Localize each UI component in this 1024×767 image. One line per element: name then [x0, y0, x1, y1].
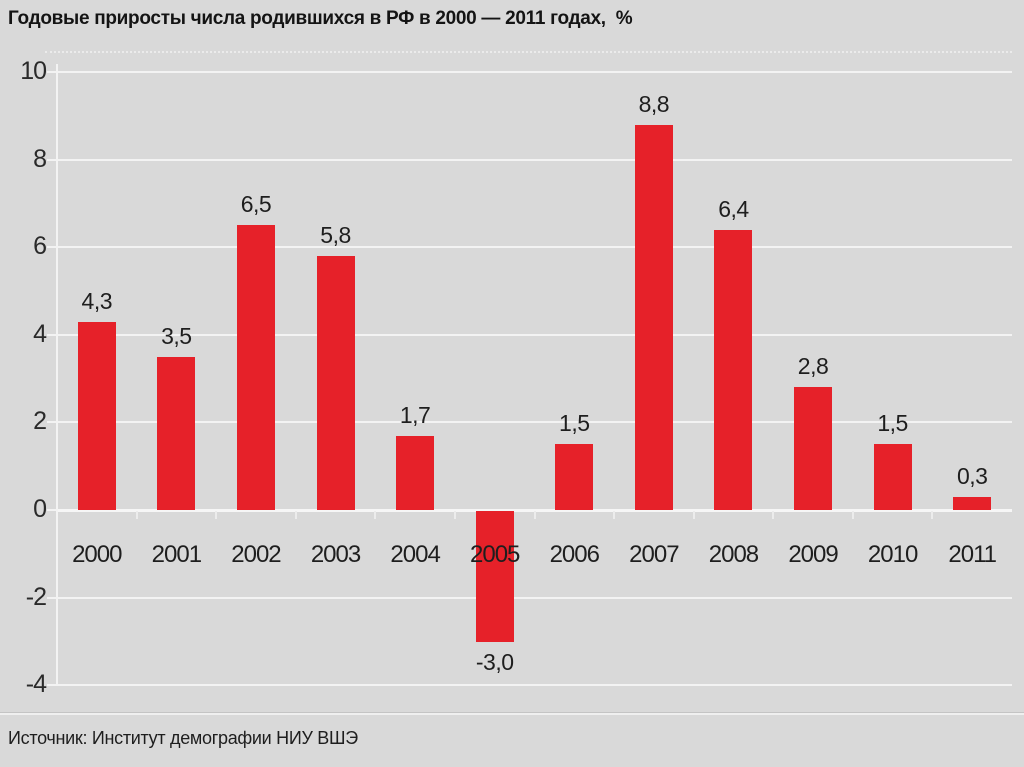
- x-axis-label-2009: 2009: [788, 541, 838, 568]
- y-axis-tick: [47, 333, 57, 336]
- y-axis-label: 6: [33, 232, 47, 261]
- value-label-2005: -3,0: [475, 649, 514, 676]
- y-axis-tick: [47, 509, 57, 511]
- x-axis-label-2001: 2001: [151, 541, 202, 568]
- y-axis-tick: [47, 421, 57, 424]
- gridline: [57, 421, 1012, 424]
- value-label-2011: 0,3: [956, 462, 988, 489]
- x-axis-tick: [374, 511, 377, 519]
- x-axis-tick: [533, 511, 536, 519]
- value-label-2008: 6,4: [718, 195, 749, 222]
- value-label-2009: 2,8: [797, 353, 829, 380]
- x-axis-tick: [453, 511, 456, 519]
- x-axis-tick: [135, 511, 138, 519]
- y-axis-tick: [47, 158, 57, 161]
- bar-2008: [714, 229, 753, 510]
- x-axis-tick: [294, 511, 297, 519]
- x-axis-label-2011: 2011: [948, 541, 997, 568]
- gridline: [57, 684, 1012, 687]
- bar-2009: [794, 387, 833, 510]
- value-label-2010: 1,5: [877, 410, 908, 437]
- y-axis-label: 2: [33, 407, 47, 436]
- y-axis-tick: [47, 596, 57, 599]
- value-label-2007: 8,8: [638, 90, 670, 117]
- bar-2002: [236, 225, 275, 510]
- x-axis-label-2010: 2010: [867, 541, 918, 568]
- chart-title: Годовые приросты числа родившихся в РФ в…: [8, 8, 633, 29]
- value-label-2000: 4,3: [81, 287, 113, 314]
- bar-2006: [555, 444, 594, 510]
- bar-2001: [157, 356, 196, 510]
- x-axis-tick: [931, 511, 934, 519]
- y-axis-tick: [47, 246, 57, 249]
- x-axis-tick: [613, 511, 616, 519]
- y-axis-line: [56, 64, 58, 686]
- x-axis-label-2003: 2003: [310, 541, 361, 568]
- value-label-2004: 1,7: [399, 401, 431, 428]
- bar-2000: [77, 321, 116, 510]
- gridline: [57, 71, 1012, 73]
- x-axis-label-2002: 2002: [231, 541, 281, 568]
- y-axis-label: 4: [33, 319, 47, 348]
- gridline: [57, 596, 1012, 599]
- bar-2005: [475, 511, 514, 643]
- x-axis-label-2005: 2005: [470, 541, 520, 568]
- y-axis-label: 10: [20, 57, 47, 85]
- zero-gridline: [57, 509, 1012, 512]
- y-axis-tick: [47, 71, 57, 73]
- y-axis-label: -4: [25, 670, 47, 699]
- y-axis-label: -2: [25, 582, 47, 611]
- gridline: [57, 158, 1012, 161]
- footer-divider: [0, 712, 1024, 715]
- x-axis-label-2006: 2006: [549, 541, 600, 568]
- bar-2007: [634, 124, 673, 510]
- gridline: [57, 333, 1012, 336]
- bar-2003: [316, 255, 355, 510]
- bar-2004: [396, 435, 435, 510]
- value-label-2006: 1,5: [559, 410, 590, 437]
- x-axis-label-2007: 2007: [629, 541, 679, 568]
- value-label-2002: 6,5: [240, 191, 272, 218]
- y-axis-label: 8: [33, 144, 47, 173]
- x-axis-tick: [851, 511, 854, 519]
- y-axis-tick: [47, 684, 57, 687]
- y-axis-label: 0: [33, 495, 47, 523]
- value-label-2001: 3,5: [161, 322, 192, 349]
- x-axis-label-2008: 2008: [708, 541, 759, 568]
- bar-2011: [953, 496, 992, 510]
- x-axis-tick: [692, 511, 695, 519]
- x-axis-label-2000: 2000: [72, 541, 122, 568]
- x-axis-tick: [215, 511, 218, 519]
- gridline: [57, 246, 1012, 249]
- x-axis-label-2004: 2004: [390, 541, 440, 568]
- source-caption: Источник: Институт демографии НИУ ВШЭ: [8, 728, 358, 748]
- bar-2010: [873, 444, 912, 510]
- x-axis-tick: [772, 511, 775, 519]
- value-label-2003: 5,8: [320, 221, 351, 248]
- plot-top-border: [45, 51, 1012, 53]
